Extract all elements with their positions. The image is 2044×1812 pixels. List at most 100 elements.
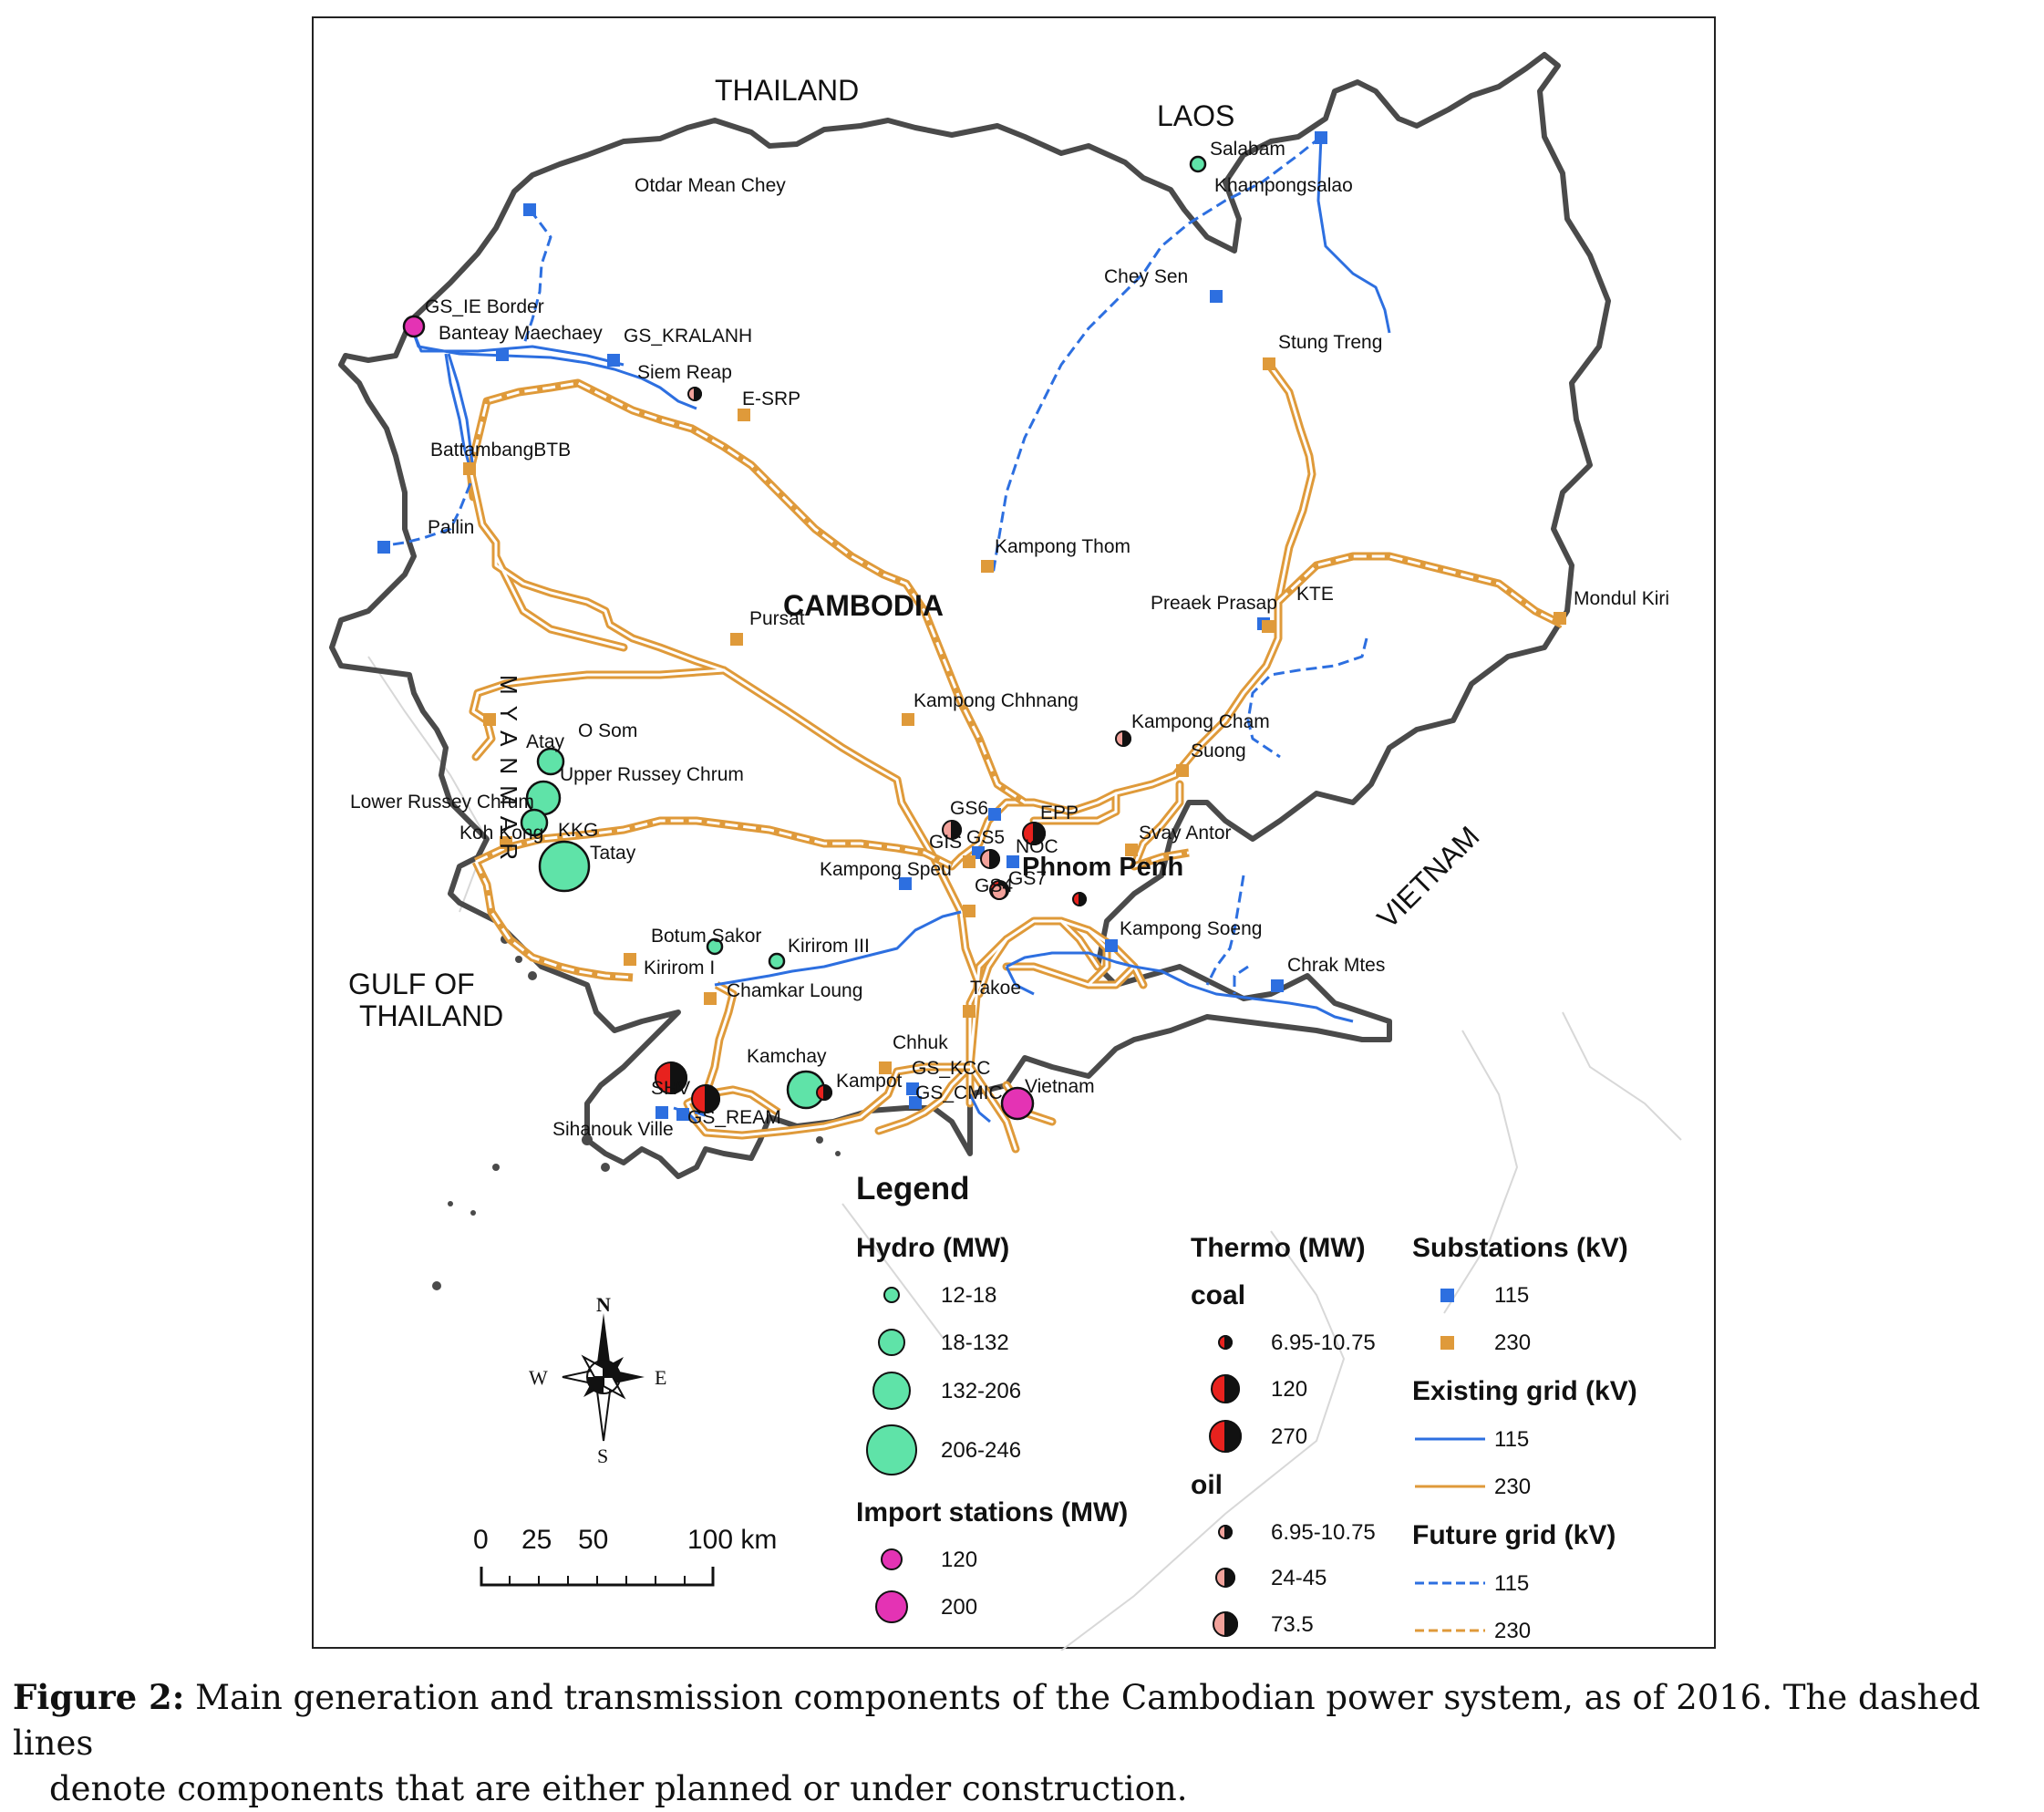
- grid-230kv-south: [683, 981, 970, 1140]
- oil-gs7: [991, 884, 1007, 900]
- label-1: 18-132: [941, 1331, 1009, 1355]
- label-epp: EPP: [1040, 802, 1079, 823]
- label-kampong-chhnang: Kampong Chhnang: [914, 690, 1079, 711]
- legend-hydro-heading: Hydro (MW): [856, 1233, 1009, 1263]
- substations-230kv: [463, 357, 1566, 1074]
- hydro-kirirom-iii: [768, 952, 786, 970]
- caption-text-1: Main generation and transmission compone…: [13, 1678, 1981, 1763]
- oil-kampong-cham: [1115, 730, 1131, 748]
- legend: Legend Hydro (MW) 12-18 18-132 132-206 2…: [856, 1171, 1637, 1643]
- compass-e: E: [655, 1366, 666, 1389]
- import-stations: [402, 315, 1035, 1121]
- place-labels: THAILAND LAOS CAMBODIA VIETNAM GULF OF T…: [348, 74, 1669, 1140]
- label-kirirom-iii: Kirirom III: [788, 936, 870, 957]
- label-laos: LAOS: [1157, 99, 1234, 132]
- label-gulf-2: THAILAND: [359, 999, 503, 1032]
- import-vietnam: [1000, 1086, 1035, 1121]
- coal-shv: [655, 1061, 687, 1095]
- label-chrak-mtes: Chrak Mtes: [1287, 955, 1385, 976]
- grid-230kv-future: [466, 378, 1565, 982]
- label-0: 12-18: [941, 1283, 996, 1308]
- label-gs-cmic: GS_CMIC: [915, 1082, 1003, 1103]
- label-upper-russey: Upper Russey Chrum: [560, 764, 744, 785]
- label-botum-sakor: Botum Sakor: [651, 926, 761, 947]
- hydro-botum-sakor: [706, 937, 724, 956]
- label-noc: NOC: [1016, 836, 1058, 857]
- label-gis: GIS: [929, 832, 962, 853]
- label-o-som: O Som: [578, 720, 637, 741]
- label-1: 230: [1494, 1331, 1531, 1355]
- label-vertical-letters: MYANMAR: [495, 675, 522, 871]
- label-vietnam-station: Vietnam: [1025, 1076, 1095, 1097]
- label-banteay: Banteay Maechaey: [439, 323, 603, 344]
- hydro-salabam: [1189, 155, 1207, 173]
- legend-import-heading: Import stations (MW): [856, 1497, 1128, 1527]
- label-kkg: KKG: [558, 820, 598, 841]
- substations-115kv: [377, 131, 1327, 1121]
- label-0: 115: [1494, 1571, 1529, 1596]
- grid-115kv-future: [386, 135, 1368, 1119]
- islands: [432, 935, 841, 1290]
- grid-230kv-existing: [466, 360, 1316, 1154]
- compass-rose: N S E W: [529, 1293, 666, 1467]
- label-1: 230: [1494, 1475, 1531, 1499]
- label-gs-ream: GS_REAM: [687, 1107, 781, 1128]
- label-chhuk: Chhuk: [893, 1032, 948, 1053]
- label-cambodia: CAMBODIA: [783, 589, 944, 622]
- label-t1: 25: [521, 1525, 552, 1555]
- label-gs-kcc: GS_KCC: [912, 1058, 990, 1079]
- label-kte: KTE: [1296, 584, 1334, 605]
- figure-caption: Figure 2: Main generation and transmissi…: [13, 1674, 2037, 1812]
- hydro-atay: [536, 747, 565, 776]
- label-svay-antor: Svay Antor: [1139, 823, 1232, 844]
- label-salabam: Salabam: [1210, 139, 1285, 160]
- label-0: 6.95-10.75: [1271, 1520, 1376, 1545]
- label-kampot: Kampot: [836, 1071, 903, 1092]
- oil-gs5: [980, 848, 1000, 870]
- oil-stations: [687, 386, 1131, 900]
- label-kampong-speu: Kampong Speu: [820, 859, 952, 880]
- hydro-lower-russey: [520, 808, 549, 837]
- label-stung-treng: Stung Treng: [1278, 332, 1382, 353]
- oil-gs6: [942, 819, 962, 841]
- compass-s: S: [597, 1444, 608, 1467]
- label-0: 120: [941, 1548, 977, 1572]
- caption-line-1: Figure 2: Main generation and transmissi…: [13, 1677, 1981, 1763]
- label-gulf-1: GULF OF: [348, 968, 475, 1000]
- label-suong: Suong: [1191, 740, 1246, 761]
- legend-thermo-heading: Thermo (MW): [1191, 1233, 1366, 1263]
- label-otdar: Otdar Mean Chey: [635, 175, 786, 196]
- label-chamkar-loung: Chamkar Loung: [727, 980, 862, 1001]
- label-0: 115: [1494, 1283, 1529, 1308]
- label-1: 230: [1494, 1619, 1531, 1643]
- legend-title: Legend: [856, 1171, 969, 1206]
- label-gs-kralanh: GS_KRALANH: [624, 326, 752, 347]
- label-1: 120: [1271, 1377, 1307, 1402]
- label-takoe: Takoe: [970, 978, 1021, 999]
- label-kampong-cham: Kampong Cham: [1131, 711, 1270, 732]
- label-gs5: GS5: [966, 827, 1005, 848]
- label-gs7: GS7: [1008, 868, 1047, 889]
- label-t3: 100 km: [687, 1525, 777, 1555]
- coal-epp: [1022, 821, 1046, 846]
- label-tatay: Tatay: [590, 843, 636, 864]
- label-gs4: GS4: [975, 875, 1013, 896]
- cambodia-border: [329, 52, 1611, 1179]
- label-khampongsalao: Khampongsalao: [1214, 175, 1353, 196]
- label-kamchay: Kamchay: [747, 1046, 827, 1067]
- label-2: 73.5: [1271, 1612, 1314, 1637]
- label-t2: 50: [578, 1525, 608, 1555]
- label-pursat: Pursat: [749, 608, 805, 629]
- label-gs-ie-border: GS_IE Border: [425, 296, 544, 317]
- label-thailand: THAILAND: [715, 74, 859, 107]
- label-shv: SHV: [651, 1078, 690, 1099]
- legend-substations-heading: Substations (kV): [1412, 1233, 1628, 1263]
- label-3: 206-246: [941, 1438, 1021, 1463]
- scale-bar: 0 25 50 100 km: [473, 1525, 777, 1587]
- compass-w: W: [529, 1366, 548, 1389]
- label-2: 132-206: [941, 1379, 1021, 1403]
- label-kirirom-i: Kirirom I: [644, 958, 715, 978]
- label-e-srp: E-SRP: [742, 388, 800, 409]
- hydro-tatay: [538, 840, 591, 893]
- coal-east: [1072, 891, 1087, 907]
